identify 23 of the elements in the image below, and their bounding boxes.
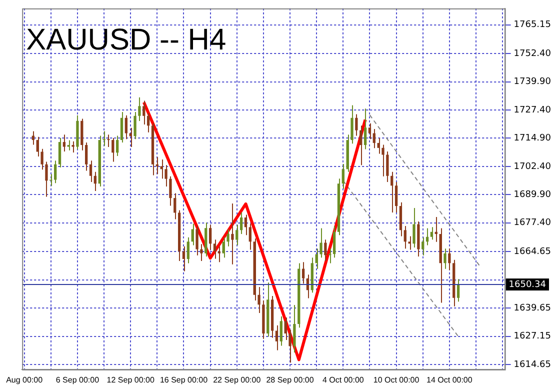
y-tick-label: 1639.65 (514, 303, 551, 314)
x-tick-label: 28 Sep 00:00 (266, 375, 314, 384)
y-tick-label: 1752.40 (514, 48, 552, 59)
x-tick-label: 22 Sep 00:00 (213, 375, 262, 384)
y-tick-label: 1614.65 (514, 360, 551, 370)
x-tick-label: 14 Oct 00:00 (426, 375, 473, 384)
y-tick-label: 1765.15 (514, 20, 551, 30)
text: XAUUSD -- H4 (26, 24, 226, 57)
y-tick-label: 1677.40 (514, 218, 552, 228)
y-tick-label: 1689.90 (514, 190, 552, 200)
y-tick-label: 1714.90 (514, 134, 552, 144)
x-tick-label: Aug 00:00 (6, 375, 44, 384)
x-tick-label: 6 Sep 00:00 (56, 375, 100, 384)
x-tick-label: 12 Sep 00:00 (106, 375, 155, 384)
y-tick-label: 1664.65 (514, 247, 551, 258)
ref-line-label: 1650.34 (508, 280, 546, 290)
y-tick-label: 1702.40 (514, 162, 552, 172)
x-tick-label: 16 Sep 00:00 (160, 375, 208, 384)
x-tick-label: 10 Oct 00:00 (373, 375, 420, 384)
y-tick-label: 1727.40 (514, 105, 552, 116)
y-tick-label: 1739.90 (514, 77, 552, 88)
y-tick-label: 1627.15 (514, 332, 551, 342)
x-tick-label: 4 Oct 00:00 (322, 375, 364, 384)
